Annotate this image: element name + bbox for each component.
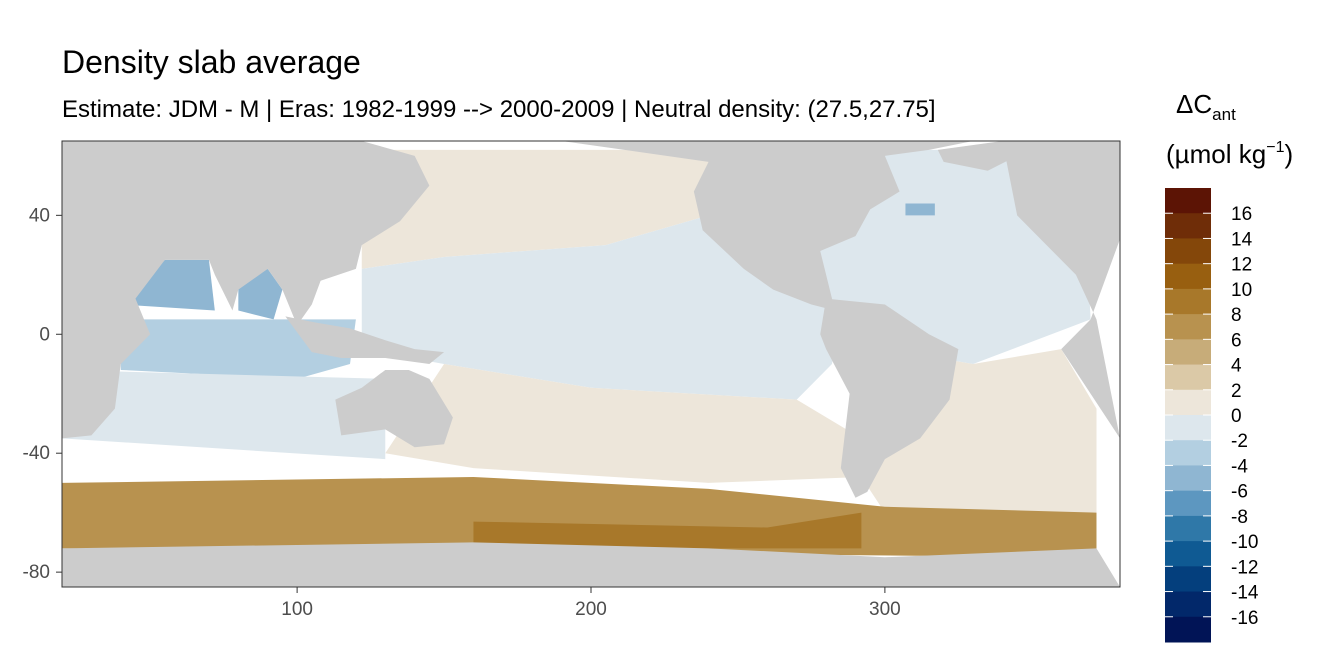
legend-swatch [1165, 389, 1211, 416]
legend-unit-sup: −1 [1266, 139, 1284, 156]
legend-swatch [1165, 188, 1211, 214]
region-south-indian [62, 369, 386, 460]
legend-swatch [1165, 465, 1211, 492]
legend-swatch [1165, 440, 1211, 466]
y-tick-label: -40 [23, 443, 50, 464]
legend-swatch [1165, 490, 1211, 517]
legend-swatch [1165, 339, 1211, 366]
region-tropical-indian [120, 319, 356, 379]
legend-swatch [1165, 591, 1211, 618]
legend-label: 16 [1231, 204, 1252, 225]
legend-label: 4 [1231, 356, 1242, 377]
legend-label: 2 [1231, 381, 1242, 402]
legend-swatch [1165, 415, 1211, 441]
legend-label: -4 [1231, 456, 1248, 477]
land-antarctica [62, 542, 1120, 587]
legend-swatch [1165, 263, 1211, 290]
legend-label: 6 [1231, 330, 1242, 351]
legend-swatch [1165, 238, 1211, 265]
legend-label: 12 [1231, 255, 1252, 276]
chart-subtitle: Estimate: JDM - M | Eras: 1982-1999 --> … [62, 96, 936, 123]
region-south-pacific [385, 364, 862, 483]
land-australia [335, 369, 453, 448]
map-panel [61, 140, 1121, 588]
ocean-field [62, 149, 1097, 558]
x-axis: 100 200 300 [281, 587, 901, 620]
legend-label: 10 [1231, 280, 1252, 301]
legend-unit: (µmol kg−1) [1166, 139, 1293, 169]
legend-title: ΔCant [1176, 89, 1236, 124]
y-tick-label: -80 [23, 562, 50, 583]
legend-label: -2 [1231, 431, 1248, 452]
land-south-america [820, 298, 959, 498]
legend-swatch [1165, 314, 1211, 340]
legend: ΔCant (µmol kg−1) 16 14 12 10 8 6 4 2 0 -2 -4 -6 -8 -… [1165, 89, 1293, 643]
legend-title-sub: ant [1212, 105, 1236, 124]
chart-title: Density slab average [62, 44, 361, 80]
legend-label: -10 [1231, 532, 1258, 553]
land-north-america [561, 141, 974, 311]
land-greenland [937, 141, 1018, 171]
legend-swatch [1165, 566, 1211, 593]
legend-label: 8 [1231, 305, 1242, 326]
legend-swatch [1165, 616, 1211, 643]
region-equatorial-pacific [361, 215, 841, 400]
legend-label: -12 [1231, 557, 1258, 578]
x-tick-label: 300 [869, 599, 901, 620]
legend-label: 0 [1231, 406, 1242, 427]
legend-label: -6 [1231, 482, 1248, 503]
legend-swatch [1165, 288, 1211, 315]
land-africa-east [1002, 141, 1120, 439]
region-weddell-ross-margin [473, 512, 862, 549]
y-tick-label: 40 [29, 205, 50, 226]
land-maritime-se-asia [285, 316, 445, 364]
legend-unit-suffix: ) [1284, 139, 1293, 169]
legend-label: -16 [1231, 608, 1258, 629]
y-tick-label: 0 [39, 324, 50, 345]
legend-label: -8 [1231, 507, 1248, 528]
x-tick-label: 100 [281, 599, 313, 620]
legend-swatch [1165, 213, 1211, 239]
region-labrador-sea [905, 203, 935, 216]
region-arabian-sea [120, 259, 215, 311]
land-mask [62, 141, 1120, 587]
legend-swatch [1165, 515, 1211, 542]
y-axis: 40 0 -40 -80 [23, 205, 62, 583]
legend-label: -14 [1231, 583, 1259, 604]
land-eurasia-africa [62, 141, 430, 439]
region-north-pacific [361, 149, 709, 269]
x-tick-label: 200 [575, 599, 607, 620]
legend-label: 14 [1231, 229, 1253, 250]
legend-colorbar: 16 14 12 10 8 6 4 2 0 -2 -4 -6 -8 -10 -12 -14 -16 [1165, 188, 1259, 643]
legend-swatch [1165, 364, 1211, 391]
legend-title-main: ΔC [1176, 89, 1212, 119]
legend-unit-prefix: (µmol kg [1166, 139, 1266, 169]
legend-swatch [1165, 541, 1211, 567]
